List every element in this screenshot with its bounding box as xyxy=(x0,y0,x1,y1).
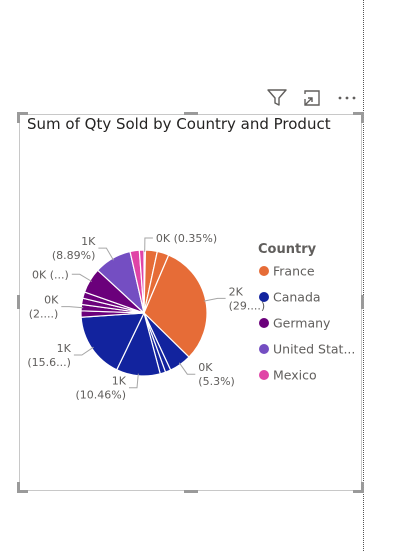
legend-item-label[interactable]: United Stat... xyxy=(273,342,355,357)
leader-line xyxy=(203,297,226,302)
data-label: (10.46%) xyxy=(75,389,126,402)
legend-item-label[interactable]: Germany xyxy=(273,316,331,331)
leader-line xyxy=(178,362,196,375)
more-options-icon[interactable] xyxy=(336,88,358,108)
chart-title: Sum of Qty Sold by Country and Product xyxy=(27,115,331,133)
leader-line xyxy=(98,247,114,261)
focus-mode-icon[interactable] xyxy=(302,88,324,108)
data-label: 0K xyxy=(44,294,59,307)
legend-marker xyxy=(259,292,269,302)
legend-item-label[interactable]: France xyxy=(273,264,315,279)
legend-title: Country xyxy=(258,242,317,257)
data-label: 0K (...) xyxy=(32,268,69,281)
legend: Country France Canada Germany United Stat..… xyxy=(258,242,355,383)
canvas-dotted-border xyxy=(363,0,364,551)
leader-line xyxy=(73,346,94,356)
data-label: 1K xyxy=(57,342,72,355)
pie-slices xyxy=(80,249,208,377)
data-label: (8.89%) xyxy=(52,249,96,262)
resize-corner-bottom-right[interactable] xyxy=(353,482,364,493)
legend-marker xyxy=(259,370,269,380)
resize-handle-top[interactable] xyxy=(184,112,198,115)
data-label: (2....) xyxy=(29,308,59,321)
data-label: 0K (0.35%) xyxy=(156,232,217,245)
data-label: (5.3%) xyxy=(198,375,235,388)
legend-marker xyxy=(259,344,269,354)
visual-header-toolbar xyxy=(264,88,364,108)
pie-chart-svg: 0K (0.35%)2K(29....)0K(5.3%)1K(10.46%)1K… xyxy=(27,232,355,402)
data-label: 0K xyxy=(198,361,213,374)
leader-line xyxy=(129,373,139,389)
resize-handle-bottom[interactable] xyxy=(184,490,198,493)
legend-marker xyxy=(259,266,269,276)
resize-handle-left[interactable] xyxy=(17,295,20,309)
legend-item-label[interactable]: Mexico xyxy=(273,368,317,383)
pie-slice[interactable] xyxy=(138,249,145,314)
pie-chart-visual[interactable]: Sum of Qty Sold by Country and Product 0… xyxy=(17,112,364,493)
data-label: 1K xyxy=(112,375,127,388)
filter-icon[interactable] xyxy=(266,88,288,108)
leader-line xyxy=(71,273,93,282)
leader-line xyxy=(144,237,153,253)
data-label: 2K xyxy=(229,285,244,298)
data-label: (29....) xyxy=(229,299,266,312)
resize-corner-top-right[interactable] xyxy=(353,112,364,123)
legend-item-label[interactable]: Canada xyxy=(273,290,321,305)
legend-marker xyxy=(259,318,269,328)
resize-corner-bottom-left[interactable] xyxy=(17,482,28,493)
data-label: 1K xyxy=(81,235,96,248)
leader-line xyxy=(61,306,84,309)
resize-handle-right[interactable] xyxy=(361,295,364,309)
data-labels: 0K (0.35%)2K(29....)0K(5.3%)1K(10.46%)1K… xyxy=(27,232,265,402)
resize-corner-top-left[interactable] xyxy=(17,112,28,123)
data-label: (15.6...) xyxy=(27,356,71,369)
